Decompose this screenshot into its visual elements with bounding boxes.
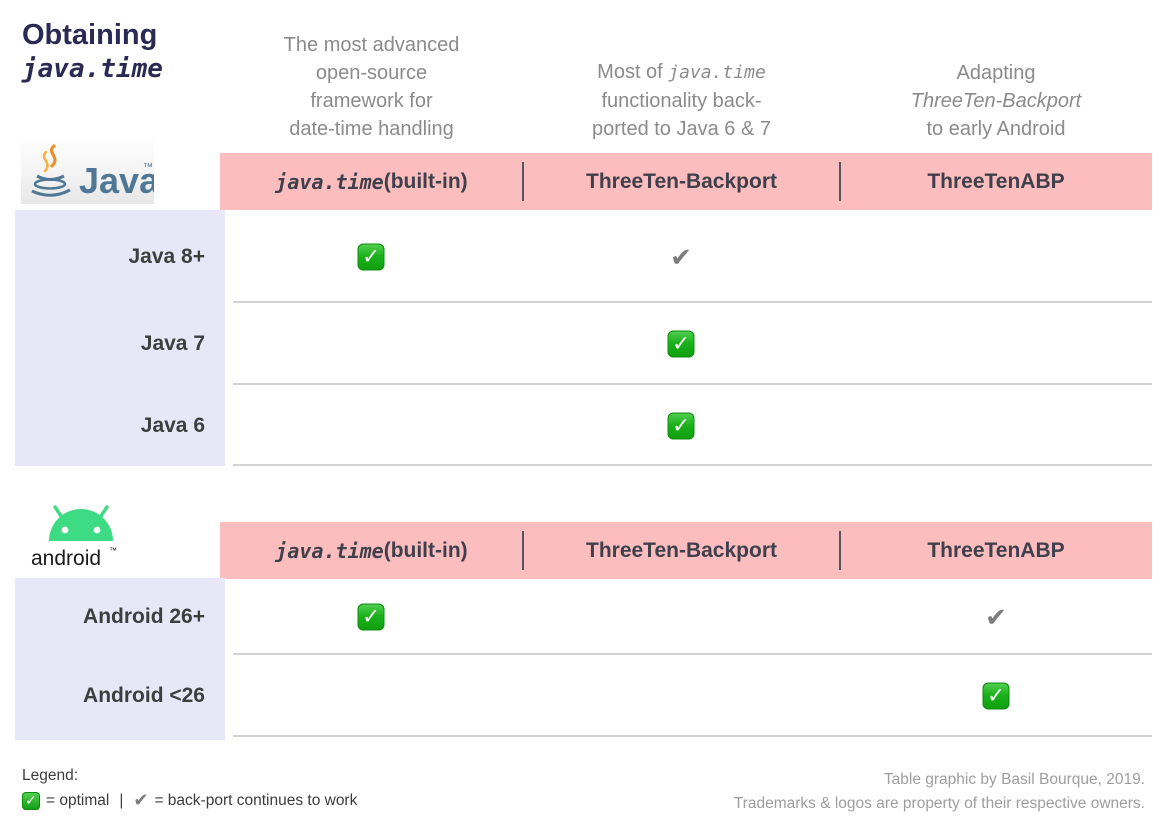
band-divider [839,531,841,570]
android-row-label-panel [15,578,225,740]
java-logo: Java ™ [21,140,160,204]
legend-optimal-text: = optimal [46,792,110,809]
optimal-check-icon: ✓ [667,330,695,358]
svg-text:™: ™ [143,162,153,173]
column-header-java-time: The most advanced open-source framework … [220,18,523,143]
header-line: open-source [315,62,428,84]
table-row: Java 8+ ✓ ✔ [0,210,1168,303]
band-cell-java-time: java.time (built-in) [220,522,523,579]
band-cell-threetenabp: ThreeTenABP [927,169,1065,193]
attribution-line-1: Table graphic by Basil Bourque, 2019. [883,771,1145,788]
band-cell-threeten-backport: ThreeTen-Backport [586,538,777,562]
row-label: Java 7 [140,332,205,355]
title-line-2: java.time [22,54,163,84]
table-row: Java 7 ✓ [0,303,1168,385]
row-divider [233,653,1152,655]
backport-check-icon: ✔ [133,790,149,810]
row-label: Java 6 [140,413,205,437]
band-java-time-label: java.time [275,538,384,563]
header-line: The most advanced [283,34,460,56]
java-section-header-band: java.time (built-in) ThreeTen-Backport T… [220,153,1152,210]
row-label: Android 26+ [83,604,205,628]
backport-check-icon: ✔ [670,241,692,272]
row-divider [233,464,1152,466]
band-cell-threeten-backport: ThreeTen-Backport [586,169,777,193]
legend-backport-text: = back-port continues to work [154,792,358,809]
page-title: Obtaining java.time [22,18,163,86]
check-glyph: ✓ [25,792,37,808]
attribution: Table graphic by Basil Bourque, 2019. Tr… [734,768,1145,816]
header-threeten-italic: ThreeTen-Backport [910,90,1082,112]
header-line: to early Android [926,118,1066,140]
band-divider [839,162,841,201]
header-java-time-italic: java.time [668,62,766,83]
column-header-threeten-backport: Most of java.time functionality back- po… [523,18,840,143]
optimal-check-icon: ✓ [667,412,695,439]
header-line: date-time handling [289,118,454,140]
band-divider [522,531,524,570]
table-row: Android 26+ ✓ ✔ [0,578,1168,655]
row-divider [233,301,1152,303]
legend-items: ✓ = optimal | ✔ = back-port continues to… [22,788,357,813]
optimal-check-icon: ✓ [982,682,1010,710]
column-header-threetenabp: Adapting ThreeTen-Backport to early Andr… [840,18,1152,143]
band-cell-threetenabp: ThreeTenABP [927,538,1065,562]
title-line-1: Obtaining [22,19,158,51]
band-built-in-label: (built-in) [383,169,468,193]
band-java-time-label: java.time [275,169,384,194]
legend-title: Legend: [22,767,79,784]
header-text: Most of [597,61,669,83]
optimal-check-icon: ✓ [357,603,385,630]
table-row: Android <26 ✓ [0,655,1168,737]
band-divider [522,162,524,201]
java-logo-icon: Java ™ [31,144,160,201]
java-wordmark: Java [79,160,154,201]
row-divider [233,383,1152,385]
android-section-header-band: java.time (built-in) ThreeTen-Backport T… [220,522,1152,579]
legend-separator: | [119,792,124,809]
row-label: Android <26 [83,684,205,707]
band-cell-java-time: java.time (built-in) [220,153,523,210]
band-built-in-label: (built-in) [383,538,468,562]
header-line: Most of java.time [523,58,840,87]
row-divider [233,735,1152,737]
svg-text:android: android [31,547,101,570]
svg-text:™: ™ [109,546,117,555]
attribution-line-2: Trademarks & logos are property of their… [733,795,1145,812]
java-row-label-panel [15,210,225,466]
backport-check-icon: ✔ [985,601,1007,632]
optimal-check-icon: ✓ [357,243,385,270]
header-line: Adapting [956,62,1036,84]
header-line: functionality back- [601,90,762,112]
header-line: framework for [310,90,433,112]
legend: Legend: ✓ = optimal | ✔ = back-port cont… [22,763,357,813]
optimal-check-icon: ✓ [22,791,40,810]
android-logo-icon: android ™ [31,505,117,570]
table-row: Java 6 ✓ [0,385,1168,466]
android-logo: android ™ [25,503,137,573]
row-label: Java 8+ [128,244,206,268]
header-line: ported to Java 6 & 7 [591,118,771,140]
